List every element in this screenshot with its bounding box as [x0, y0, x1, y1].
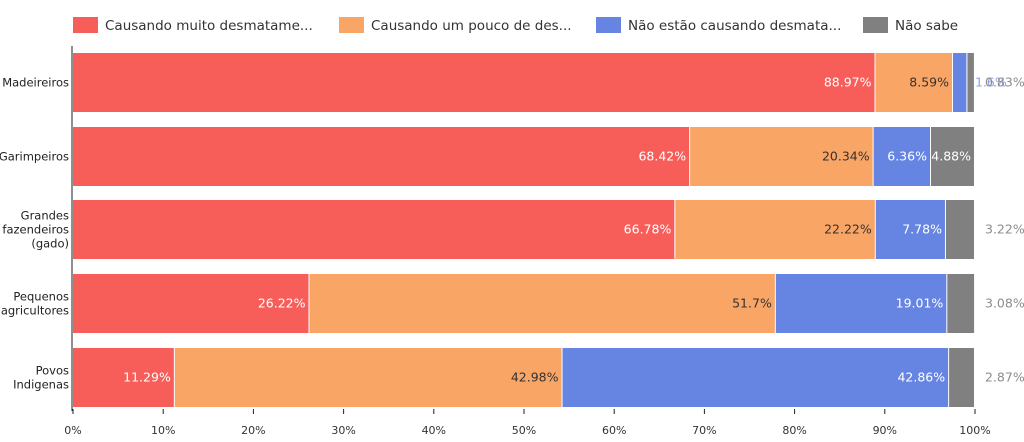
legend-label: Não estão causando desmata...	[628, 18, 841, 34]
legend-item-1[interactable]: Causando muito desmatame...	[73, 17, 313, 34]
bar-segment[interactable]	[73, 200, 675, 259]
category-label: Pequenos agricultores	[1, 290, 69, 318]
x-tick-label: 60%	[602, 424, 626, 437]
value-label: 26.22%	[258, 296, 306, 311]
x-tick-label: 40%	[422, 424, 446, 437]
value-label: 11.29%	[123, 370, 171, 385]
value-label: 22.22%	[824, 222, 872, 237]
bar-row	[73, 274, 975, 333]
x-tick-label: 100%	[959, 424, 990, 437]
bar-segment[interactable]	[174, 348, 562, 407]
bar-segment[interactable]	[73, 274, 309, 333]
bar-segment[interactable]	[945, 200, 974, 259]
category-label: Povos Indigenas	[13, 364, 69, 392]
bar-segment[interactable]	[690, 127, 873, 186]
value-label: 68.42%	[638, 149, 686, 164]
legend-swatch	[596, 17, 621, 33]
x-tick-label: 90%	[873, 424, 897, 437]
legend-item-2[interactable]: Causando um pouco de des...	[339, 17, 572, 34]
value-label: 6.36%	[887, 149, 927, 164]
bar-segment[interactable]	[675, 200, 875, 259]
bar-segment[interactable]	[775, 274, 947, 333]
legend-swatch	[73, 17, 98, 33]
value-label: 7.78%	[902, 222, 942, 237]
value-label: 88.97%	[824, 75, 872, 90]
bar-segment[interactable]	[309, 274, 775, 333]
legend-label: Não sabe	[895, 18, 958, 34]
value-label: 8.59%	[909, 75, 949, 90]
bar-segment[interactable]	[967, 53, 974, 112]
category-label: Madeireiros	[2, 76, 69, 90]
value-label: 20.34%	[822, 149, 870, 164]
bar-segment[interactable]	[73, 127, 690, 186]
bar-row	[73, 200, 974, 259]
value-label: 3.22%	[985, 222, 1024, 237]
category-label: Grandes fazendeiros (gado)	[2, 209, 69, 251]
value-label: 19.01%	[896, 296, 944, 311]
x-tick-label: 30%	[331, 424, 355, 437]
value-label: 0.83%	[985, 75, 1024, 90]
x-tick-label: 80%	[782, 424, 806, 437]
bar-segment[interactable]	[873, 127, 930, 186]
value-label: 51.7%	[732, 296, 772, 311]
bar-row	[73, 348, 974, 407]
value-label: 2.87%	[985, 370, 1024, 385]
value-label: 42.98%	[511, 370, 559, 385]
legend-label: Causando um pouco de des...	[371, 18, 572, 34]
value-label: 66.78%	[624, 222, 672, 237]
bar-segment[interactable]	[73, 348, 174, 407]
legend-item-3[interactable]: Não estão causando desmata...	[596, 17, 841, 34]
category-label: Garimpeiros	[0, 150, 69, 164]
bar-segment[interactable]	[73, 53, 875, 112]
bar-segment[interactable]	[952, 53, 967, 112]
bar-segment[interactable]	[949, 348, 974, 407]
x-tick-label: 70%	[692, 424, 716, 437]
bar-segment[interactable]	[562, 348, 949, 407]
legend-label: Causando muito desmatame...	[105, 18, 313, 34]
bar-segment[interactable]	[930, 127, 974, 186]
legend-item-4[interactable]: Não sabe	[863, 17, 958, 34]
value-label: 4.88%	[931, 149, 971, 164]
bar-row	[73, 127, 974, 186]
bar-row	[73, 53, 974, 112]
value-label: 1.6%	[975, 75, 1007, 90]
legend-swatch	[863, 17, 888, 33]
value-label: 3.08%	[985, 296, 1024, 311]
bar-segment[interactable]	[875, 200, 945, 259]
legend-swatch	[339, 17, 364, 33]
x-tick-label: 20%	[241, 424, 265, 437]
bar-segment[interactable]	[875, 53, 952, 112]
x-tick-label: 50%	[512, 424, 536, 437]
x-tick-label: 10%	[151, 424, 175, 437]
value-label: 42.86%	[897, 370, 945, 385]
bar-segment[interactable]	[947, 274, 975, 333]
x-tick-label: 0%	[64, 424, 81, 437]
